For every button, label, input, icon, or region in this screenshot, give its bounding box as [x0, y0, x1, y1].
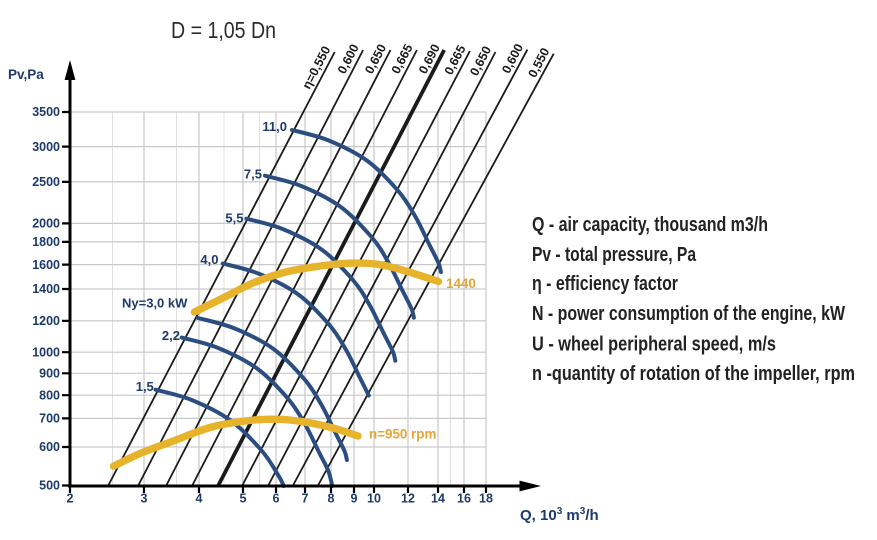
svg-text:11,0: 11,0 [262, 119, 287, 134]
svg-text:600: 600 [39, 440, 60, 454]
svg-text:5,5: 5,5 [225, 211, 243, 226]
svg-text:1600: 1600 [32, 258, 60, 272]
svg-text:2: 2 [67, 492, 74, 506]
svg-text:5: 5 [240, 492, 247, 506]
svg-text:1440: 1440 [446, 276, 476, 291]
svg-text:η - efficiency factor: η - efficiency factor [532, 273, 678, 295]
svg-text:800: 800 [39, 388, 60, 402]
svg-text:1200: 1200 [32, 314, 60, 328]
svg-text:7: 7 [302, 492, 309, 506]
svg-text:2,2: 2,2 [162, 328, 180, 343]
svg-text:Pv - total pressure, Pa: Pv - total pressure, Pa [532, 244, 697, 266]
svg-text:n=950 rpm: n=950 rpm [369, 427, 436, 442]
svg-text:9: 9 [351, 492, 358, 506]
svg-text:Q, 103 m3/h: Q, 103 m3/h [520, 506, 599, 524]
svg-text:1400: 1400 [32, 282, 60, 296]
svg-text:6: 6 [273, 492, 280, 506]
svg-text:7,5: 7,5 [244, 167, 262, 182]
svg-text:2000: 2000 [32, 217, 60, 231]
svg-text:3500: 3500 [32, 105, 60, 119]
svg-text:900: 900 [39, 367, 60, 381]
svg-text:n -quantity of rotation of the: n -quantity of rotation of the impeller,… [532, 363, 855, 385]
svg-text:16: 16 [457, 492, 471, 506]
svg-text:3: 3 [141, 492, 148, 506]
svg-text:700: 700 [39, 412, 60, 426]
svg-text:Pv,Pa: Pv,Pa [8, 67, 44, 82]
svg-text:U - wheel peripheral speed, m/: U - wheel peripheral speed, m/s [532, 334, 776, 356]
svg-text:1,5: 1,5 [136, 379, 154, 394]
svg-text:14: 14 [431, 492, 445, 506]
svg-text:500: 500 [39, 479, 60, 493]
svg-text:Q - air capacity, thousand m3/: Q - air capacity, thousand m3/h [532, 214, 768, 236]
svg-text:N - power consumption of the e: N - power consumption of the engine, kW [532, 303, 845, 325]
svg-text:18: 18 [479, 492, 493, 506]
svg-text:2500: 2500 [32, 175, 60, 189]
svg-text:4,0: 4,0 [200, 252, 218, 267]
svg-text:10: 10 [367, 492, 381, 506]
svg-text:8: 8 [328, 492, 335, 506]
svg-text:D = 1,05 Dn: D = 1,05 Dn [171, 17, 276, 43]
svg-text:Ny=3,0 kW: Ny=3,0 kW [122, 296, 188, 311]
svg-text:3000: 3000 [32, 140, 60, 154]
svg-text:4: 4 [196, 492, 203, 506]
svg-text:12: 12 [401, 492, 415, 506]
svg-text:1000: 1000 [32, 345, 60, 359]
svg-text:1800: 1800 [32, 235, 60, 249]
